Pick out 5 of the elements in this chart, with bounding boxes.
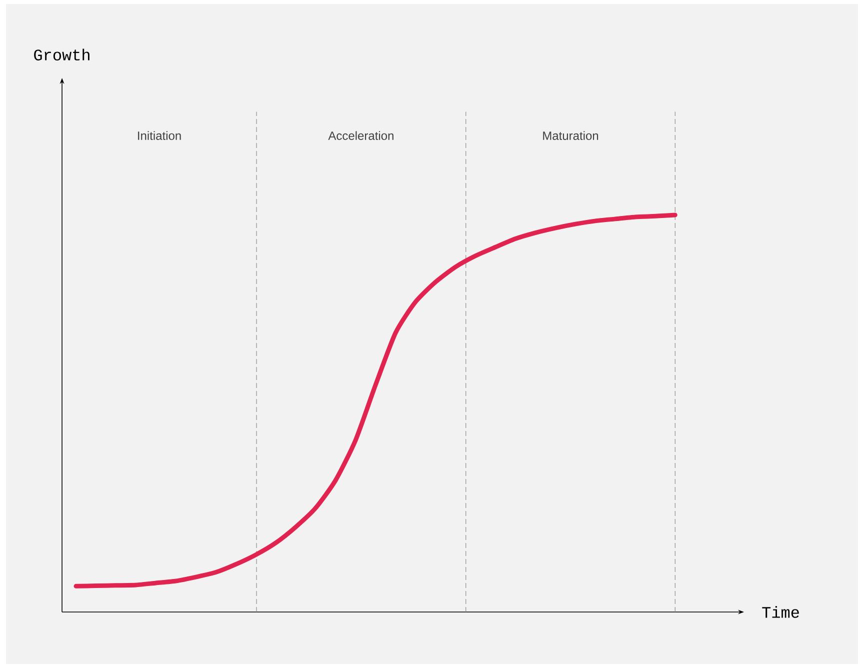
x-axis-title: Time bbox=[762, 606, 799, 618]
text: Acceleration bbox=[328, 131, 394, 140]
text: Initiation bbox=[138, 131, 181, 140]
text: Growth bbox=[34, 48, 90, 60]
text: Maturation bbox=[543, 131, 598, 140]
